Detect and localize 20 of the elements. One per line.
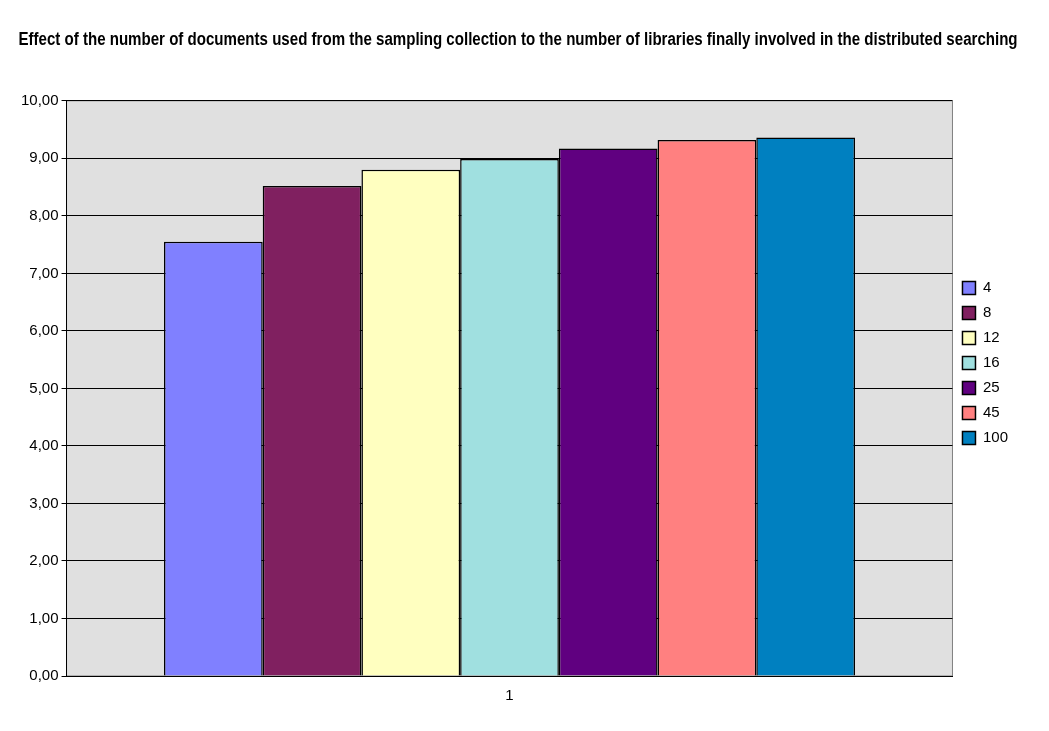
y-tick-label: 9,00 [29,148,59,166]
y-tick-label: 0,00 [29,666,59,684]
y-tick-label: 1,00 [29,608,59,626]
y-tick-label: 7,00 [29,263,59,281]
legend-label: 45 [982,403,1000,421]
y-tick-label: 3,00 [29,493,59,511]
legend-label: 16 [982,353,1000,371]
y-tick-label: 4,00 [29,436,59,454]
legend-label: 25 [982,378,1000,396]
y-tick-label: 2,00 [29,551,59,569]
y-tick-label: 10,00 [20,90,59,108]
legend-label: 12 [982,328,1000,346]
y-tick-label: 8,00 [29,205,59,223]
y-tick-label: 5,00 [29,378,59,396]
legend-label: 4 [982,278,992,296]
legend-label: 100 [982,428,1008,446]
legend-label: 8 [982,303,992,321]
x-tick-label: 1 [505,686,514,704]
chart-title: Effect of the number of documents used from the sampling collection to the number of libraries finally involved in the distributed searching [18,26,1018,50]
y-tick-label: 6,00 [29,321,59,339]
